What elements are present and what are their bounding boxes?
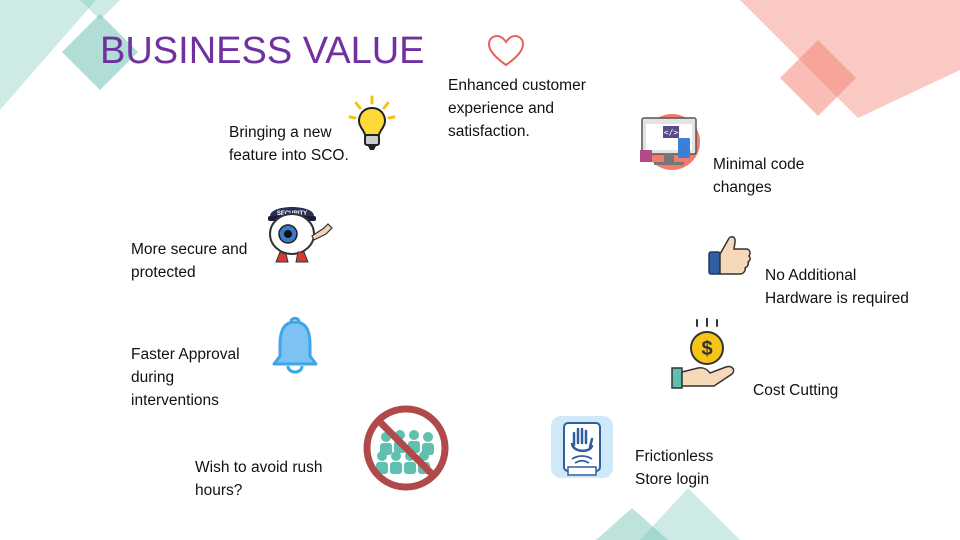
dollar-sign: $ xyxy=(701,338,712,360)
item-cost-cutting: Cost Cutting xyxy=(753,382,839,399)
svg-text:</>: </> xyxy=(664,128,679,137)
lightbulb-icon xyxy=(348,95,396,150)
item-minimal-code: Minimal code changes xyxy=(713,156,805,196)
item-rush-hours: Wish to avoid rush hours? xyxy=(195,459,323,499)
teal-diamonds-top-left xyxy=(0,0,138,110)
bell-icon xyxy=(272,316,318,374)
item-no-hardware: No Additional Hardware is required xyxy=(765,267,909,307)
code-monitor-icon: </> xyxy=(640,114,700,170)
no-crowd-icon xyxy=(363,405,449,491)
heart-icon xyxy=(487,34,525,67)
item-frictionless-login: Frictionless Store login xyxy=(635,448,714,488)
slide-title: BUSINESS VALUE xyxy=(100,30,425,72)
palm-scanner-icon xyxy=(551,416,613,478)
item-customer-experience: Enhanced customer experience and satisfa… xyxy=(448,77,586,140)
item-new-feature: Bringing a new feature into SCO. xyxy=(229,124,349,164)
thumbs-up-icon xyxy=(708,236,751,275)
item-faster-approval: Faster Approval during interventions xyxy=(131,346,240,409)
security-eye-icon: SECURITY xyxy=(268,207,333,263)
teal-diamonds-bottom xyxy=(596,488,740,540)
salmon-diamonds-top-right xyxy=(740,0,960,118)
coin-hand-icon: $ xyxy=(671,318,735,389)
item-secure: More secure and protected xyxy=(131,241,248,281)
